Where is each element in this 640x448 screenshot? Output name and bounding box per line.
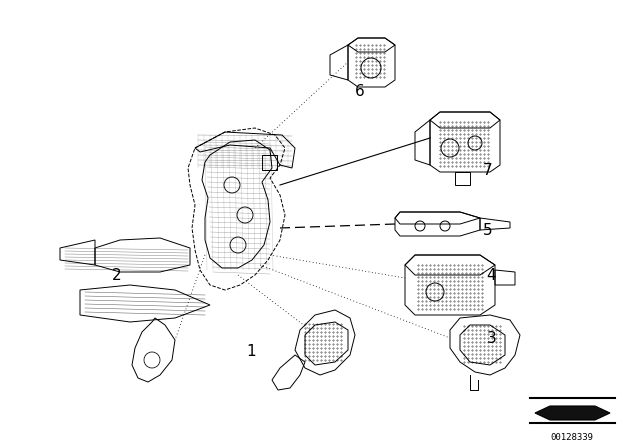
Text: 2: 2 bbox=[112, 268, 122, 283]
Text: 5: 5 bbox=[483, 223, 493, 238]
Polygon shape bbox=[535, 406, 610, 420]
Text: 3: 3 bbox=[486, 331, 496, 346]
Text: 1: 1 bbox=[246, 344, 256, 359]
Text: 6: 6 bbox=[355, 84, 365, 99]
Text: 7: 7 bbox=[483, 163, 493, 178]
Text: 4: 4 bbox=[486, 268, 496, 283]
Text: 00128339: 00128339 bbox=[550, 432, 593, 441]
Bar bbox=[262, 155, 277, 170]
